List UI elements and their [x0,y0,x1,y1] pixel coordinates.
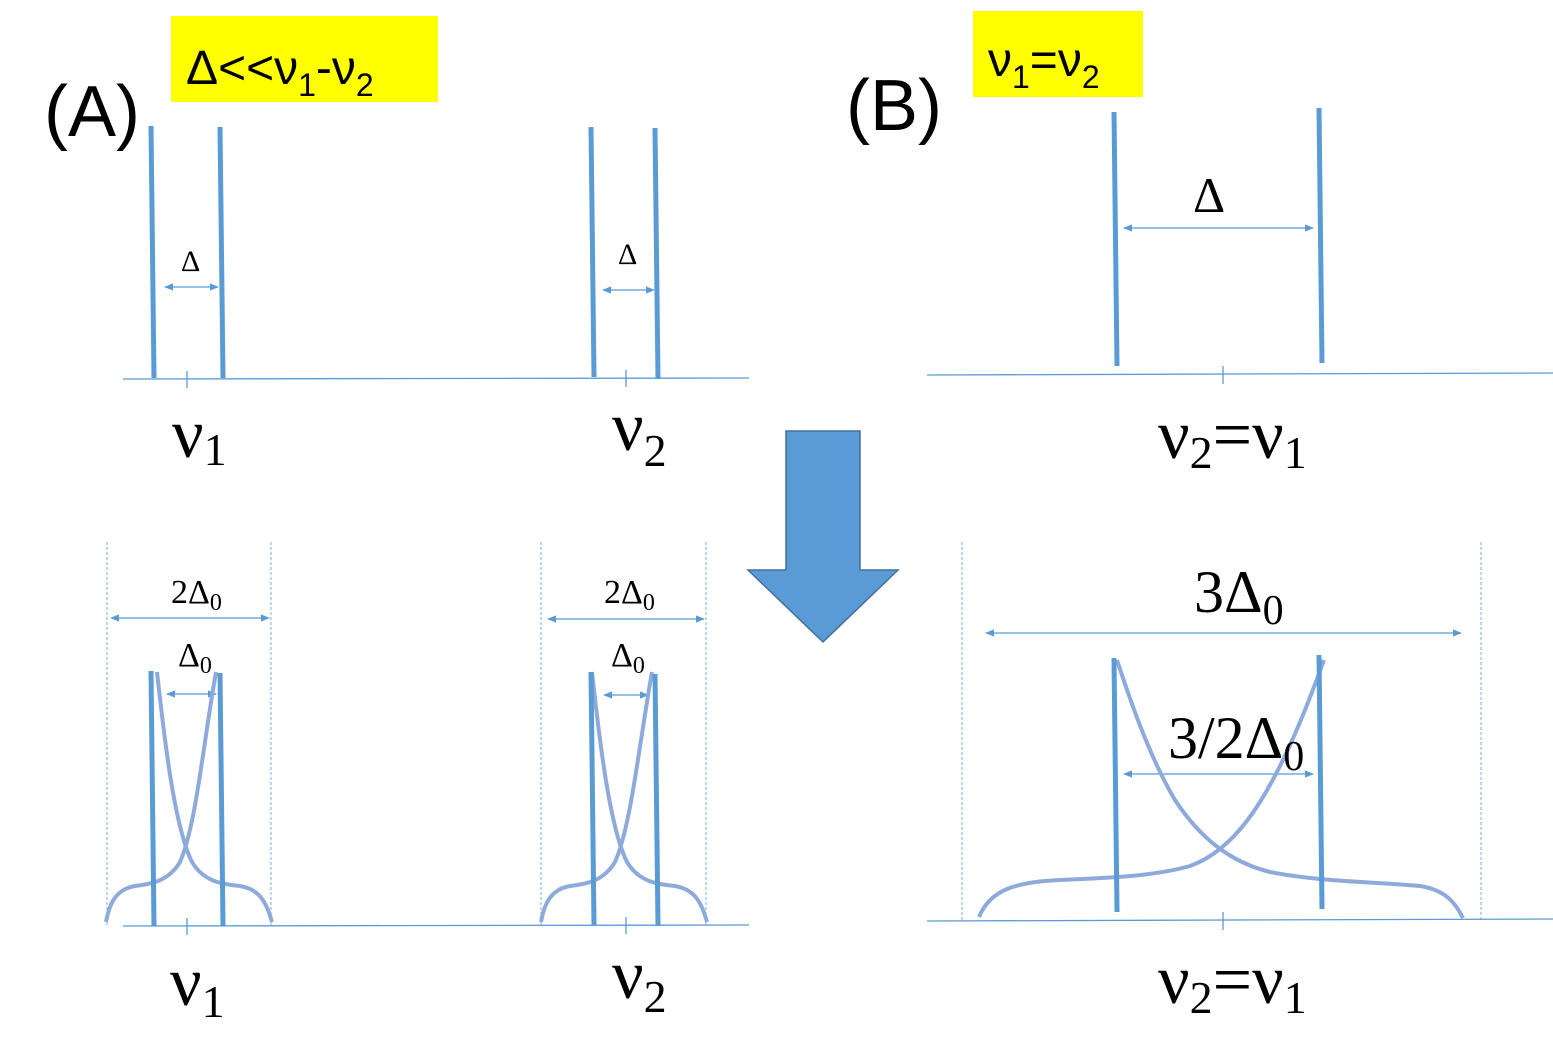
panel-a-label: (A) [44,72,140,152]
axis-line [926,372,1553,376]
stick-nu2-right [652,127,661,380]
nu1-label-bottom: ν1 [170,944,225,1027]
panel-b-condition: ν1=ν2 [988,34,1100,95]
powder-curve-b-a [977,659,1326,918]
panel-b-bottom-spectrum [926,542,1553,930]
delta-label-left: Δ [181,245,200,278]
equal-nu-label-top: ν2=ν1 [1158,397,1307,478]
panel-b-label: (B) [846,66,942,146]
two-delta0-label-left: 2Δ0 [171,574,222,616]
delta-label-b: Δ [1193,167,1225,223]
panel-a-condition: Δ<<ν1-ν2 [186,42,374,103]
stick-left [1111,111,1120,367]
powder-curve-right-a [539,671,654,923]
stick-right [1316,654,1325,910]
stick-left [1111,657,1120,913]
stick-nu1-left [148,125,157,379]
axis-line [122,377,750,380]
panel-a-bottom-spectrum [104,542,750,935]
three-delta0-label: 3Δ0 [1194,559,1284,634]
delta-label-right: Δ [618,238,637,271]
panel-b-condition-highlight [973,11,1143,97]
powder-curve-left-b [155,671,274,923]
panel-b-top-spectrum [926,107,1553,384]
two-delta0-label-right: 2Δ0 [604,574,655,616]
nu2-label-bottom: ν2 [612,937,667,1022]
stick-nu1-right [217,126,226,379]
stick-nu1-right [217,672,226,927]
stick-nu2-left [588,126,597,378]
delta0-label-right: Δ0 [611,637,645,679]
panel-a-top-spectrum [122,125,750,388]
powder-curve-left-a [104,671,218,923]
axis-line [926,918,1553,922]
nu1-label-top: ν1 [172,396,227,475]
axis-line [122,924,750,927]
transition-arrow-icon [746,430,900,644]
equal-nu-label-bottom: ν2=ν1 [1158,942,1307,1023]
powder-curve-right-b [590,671,709,923]
delta0-label-left: Δ0 [178,637,212,679]
stick-nu2-left [588,671,597,926]
stick-nu1-left [148,670,157,927]
panel-a-condition-highlight [171,16,438,102]
nu2-label-top: ν2 [612,389,667,476]
stick-right [1316,107,1325,364]
stick-nu2-right [652,673,661,927]
powder-curve-b-b [1115,659,1465,919]
three-half-delta0-label: 3/2Δ0 [1168,705,1304,780]
